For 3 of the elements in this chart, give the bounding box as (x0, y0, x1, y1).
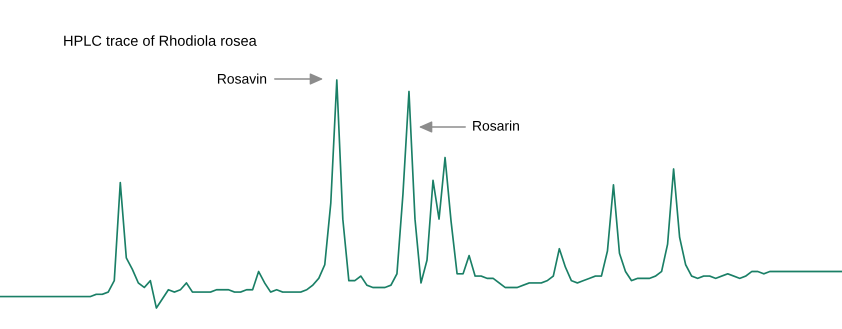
annotation: Rosavin (218, 74, 266, 84)
chart-title: HPLC trace of Rhodiola rosea (64, 35, 257, 46)
annotation: Rosarin (473, 120, 519, 131)
